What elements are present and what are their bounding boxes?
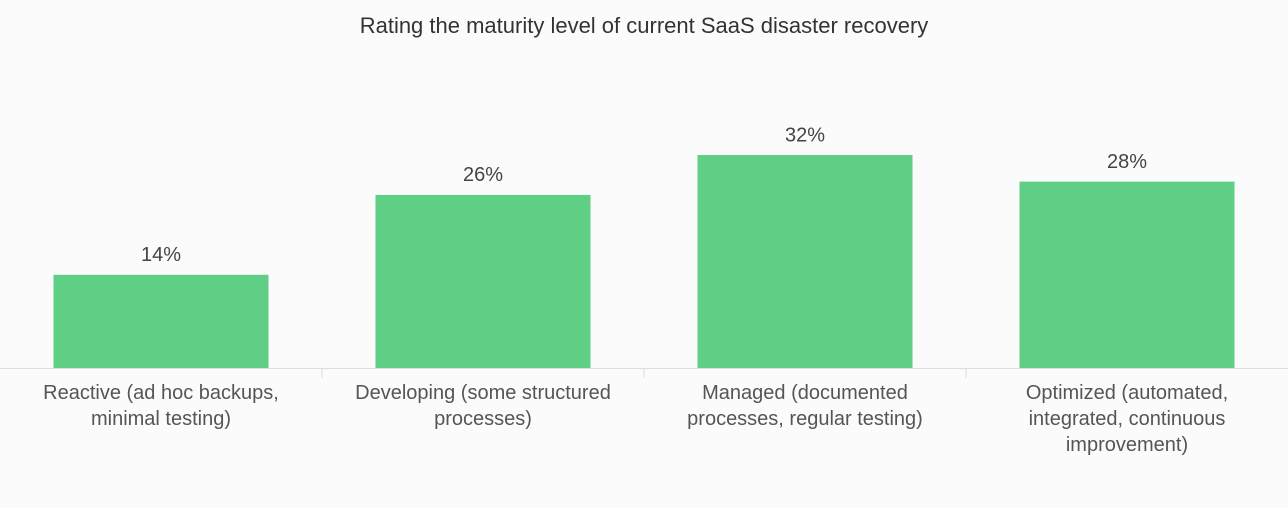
value-label: 14% bbox=[141, 244, 181, 266]
x-tick-label: Managed (documented processes, regular t… bbox=[687, 382, 923, 430]
bar bbox=[375, 194, 591, 368]
x-tick-label: Developing (some structured processes) bbox=[355, 382, 611, 430]
value-label: 26% bbox=[463, 164, 503, 186]
value-label: 28% bbox=[1107, 151, 1147, 173]
bar bbox=[53, 274, 269, 368]
bar bbox=[1019, 181, 1235, 368]
bar bbox=[697, 155, 913, 368]
chart-title: Rating the maturity level of current Saa… bbox=[360, 13, 929, 38]
value-label: 32% bbox=[785, 124, 825, 146]
x-tick-label: Optimized (automated, integrated, contin… bbox=[1025, 382, 1229, 456]
x-tick-label: Reactive (ad hoc backups, minimal testin… bbox=[43, 382, 279, 430]
